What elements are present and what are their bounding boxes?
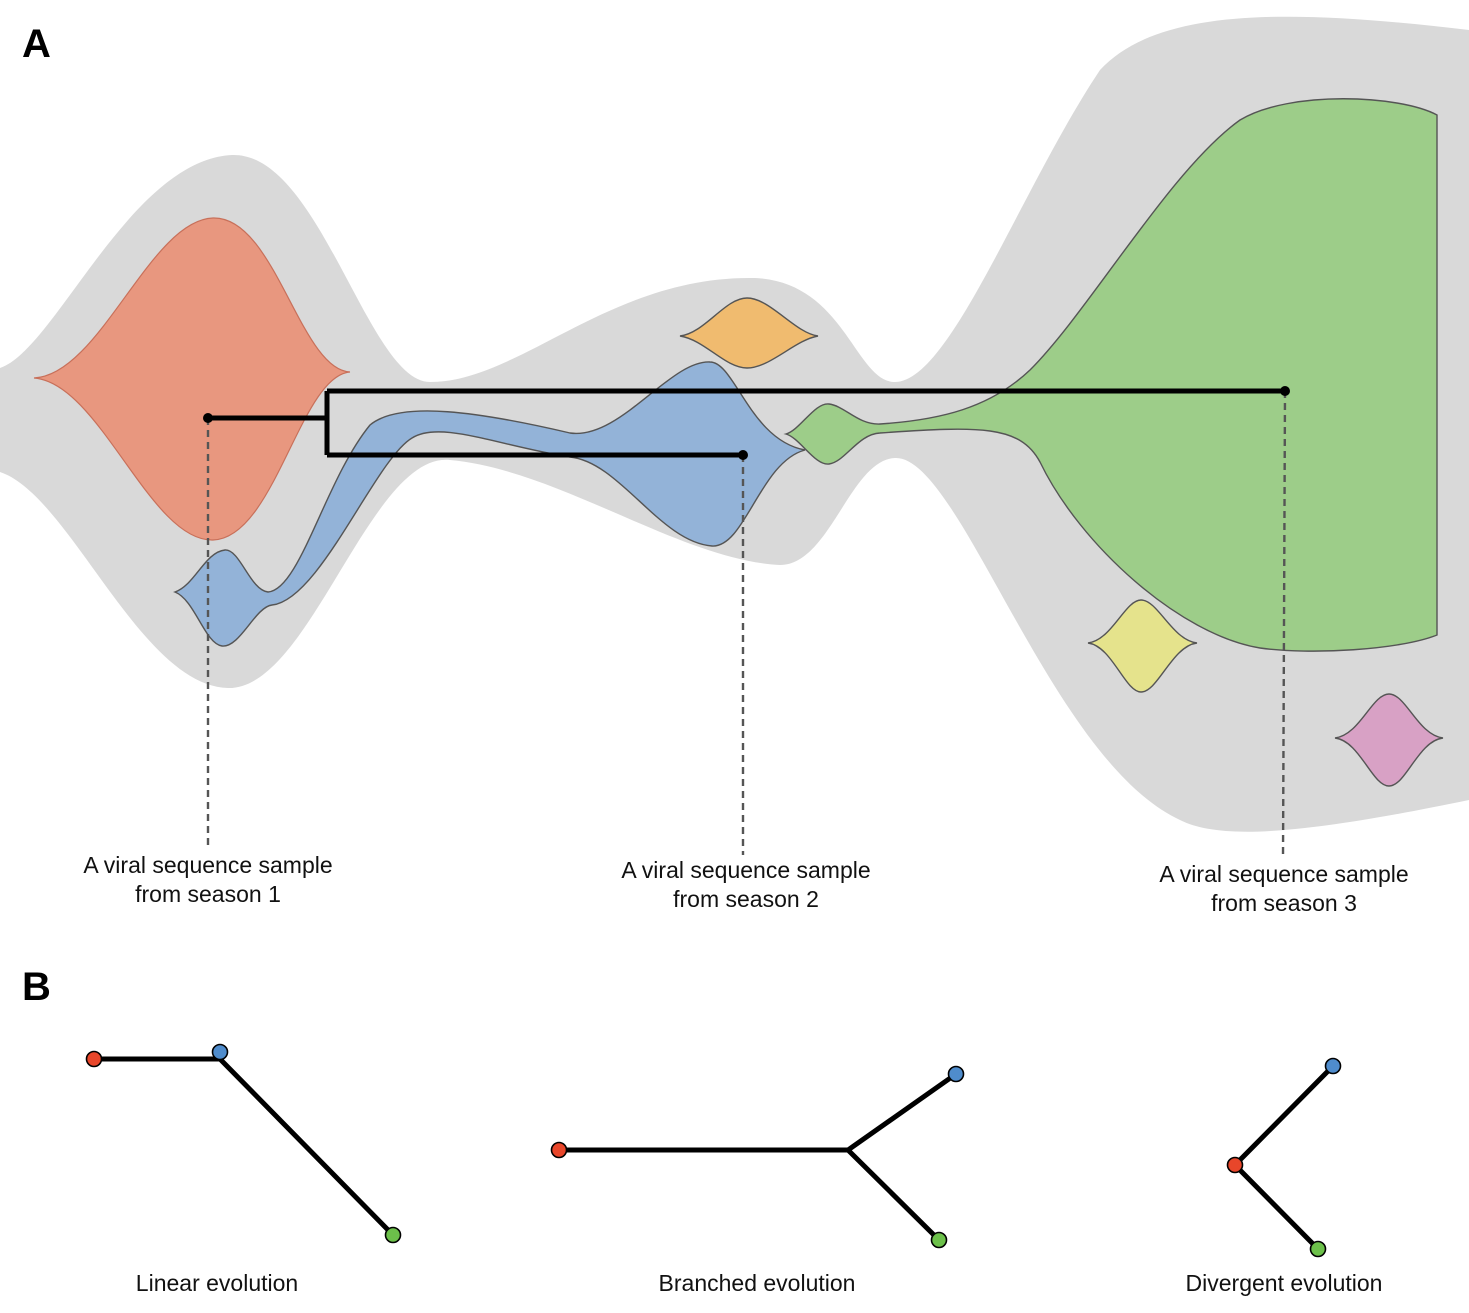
node-red — [1226, 1156, 1244, 1174]
clade-yellow — [1087, 599, 1198, 693]
tree-tip-season-3 — [1280, 386, 1290, 396]
node-green — [384, 1226, 402, 1244]
clade-pink — [1334, 693, 1444, 787]
tree-tip-season-1 — [203, 413, 213, 423]
phylogenetic-tree — [208, 388, 1285, 458]
node-blue — [1324, 1057, 1342, 1075]
clade-blue — [173, 361, 806, 647]
panel-b-letter: B — [22, 965, 51, 1009]
sample-label-season-2-line2: from season 2 — [673, 886, 819, 912]
node-blue — [947, 1065, 965, 1083]
sample-label-season-1-line2: from season 1 — [135, 881, 281, 907]
clade-green — [783, 98, 1438, 652]
sample-label-season-1-line1: A viral sequence sample — [83, 852, 332, 878]
label-linear-evolution: Linear evolution — [136, 1270, 298, 1296]
panel-a-letter: A — [22, 22, 51, 66]
node-red — [85, 1050, 103, 1068]
tree-branched-evolution — [550, 1065, 965, 1249]
tree-tip-season-2 — [738, 450, 748, 460]
label-divergent-evolution: Divergent evolution — [1186, 1270, 1383, 1296]
node-green — [1309, 1240, 1327, 1258]
node-red — [550, 1141, 568, 1159]
tree-linear-evolution — [85, 1043, 402, 1244]
tree-divergent-evolution — [1226, 1057, 1342, 1258]
node-blue — [211, 1043, 229, 1061]
sample-label-season-2-line1: A viral sequence sample — [621, 857, 870, 883]
clade-red — [33, 217, 351, 541]
sample-line-season-3 — [1281, 390, 1287, 859]
clade-orange — [679, 297, 819, 369]
node-green — [930, 1231, 948, 1249]
label-branched-evolution: Branched evolution — [659, 1270, 856, 1296]
sample-label-season-3-line1: A viral sequence sample — [1159, 861, 1408, 887]
sample-label-season-3-line2: from season 3 — [1211, 890, 1357, 916]
